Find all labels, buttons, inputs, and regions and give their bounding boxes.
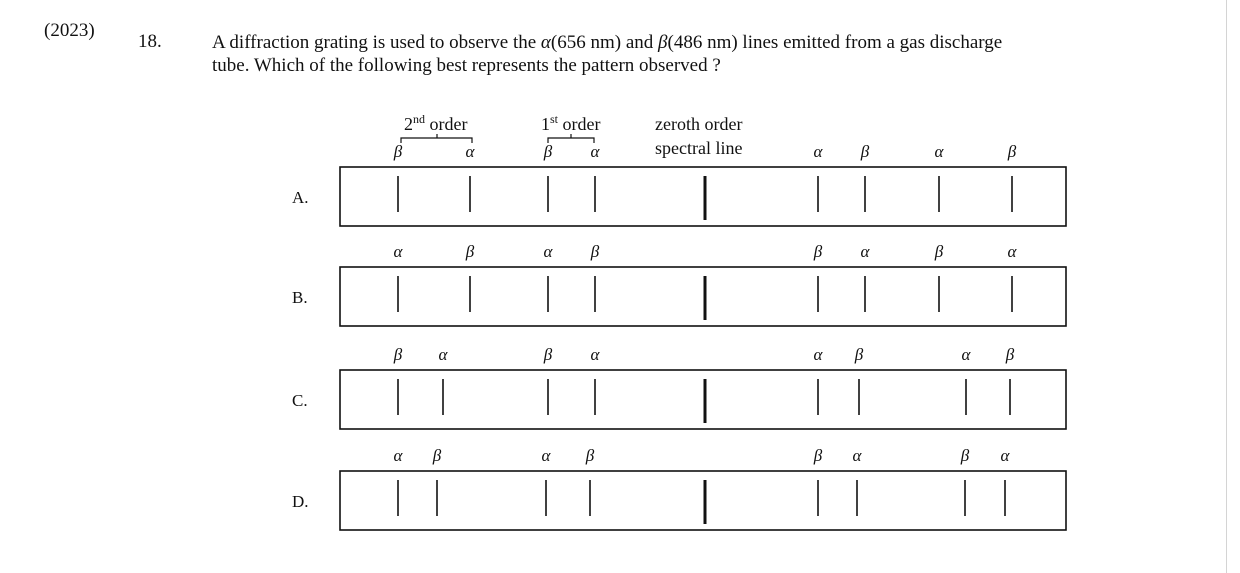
beta-line-label: β — [590, 242, 600, 261]
alpha-line-label: α — [861, 242, 871, 261]
option-label[interactable]: A. — [292, 188, 309, 207]
beta-line-label: β — [934, 242, 944, 261]
beta-line-label: β — [860, 142, 870, 161]
beta-line-label: β — [585, 446, 595, 465]
alpha-line-label: α — [1001, 446, 1011, 465]
alpha-line-label: α — [439, 345, 449, 364]
beta-line-label: β — [543, 345, 553, 364]
alpha-symbol: α — [540, 32, 551, 53]
alpha-line-label: α — [853, 446, 863, 465]
question-year: (2023) — [44, 20, 95, 41]
first-order-label: 1st order — [541, 112, 601, 134]
alpha-line-label: α — [814, 142, 824, 161]
alpha-line-label: α — [591, 345, 601, 364]
spectrum-box — [339, 470, 1067, 531]
question-stem: A diffraction grating is used to observe… — [212, 31, 1112, 77]
spectrum-box — [339, 166, 1067, 227]
option-label[interactable]: C. — [292, 391, 308, 410]
beta-line-label: β — [393, 345, 403, 364]
beta-line-label: β — [465, 242, 475, 261]
alpha-line-label: α — [962, 345, 972, 364]
second-order-label: 2nd order — [404, 112, 467, 134]
option-row: B. α β α β β α β α — [292, 242, 1067, 327]
alpha-line-label: α — [542, 446, 552, 465]
beta-wavelength: (486 nm) lines emitted from a gas discha… — [667, 32, 1003, 53]
spectrum-box — [339, 266, 1067, 327]
zeroth-order-label-line2: spectral line — [655, 138, 742, 158]
alpha-line-label: α — [1008, 242, 1018, 261]
alpha-wavelength: (656 nm) and — [550, 32, 659, 53]
option-row: A. β α β α α β α β — [292, 142, 1067, 227]
beta-line-label: β — [813, 242, 823, 261]
page-edge-rule — [1226, 0, 1227, 573]
option-label[interactable]: B. — [292, 288, 308, 307]
alpha-line-label: α — [814, 345, 824, 364]
spectrum-box — [339, 369, 1067, 430]
question-stem-line-1: A diffraction grating is used to observe… — [212, 31, 1112, 54]
beta-line-label: β — [543, 142, 553, 161]
question-number: 18. — [138, 31, 162, 52]
stem-text-part1: A diffraction grating is used to observe… — [212, 32, 541, 53]
option-row: D. α β α β β α β α — [292, 446, 1067, 531]
beta-line-label: β — [432, 446, 442, 465]
beta-line-label: β — [854, 345, 864, 364]
option-row: C. β α β α α β α β — [292, 345, 1067, 430]
alpha-line-label: α — [591, 142, 601, 161]
alpha-line-label: α — [935, 142, 945, 161]
alpha-line-label: α — [394, 446, 404, 465]
alpha-line-label: α — [466, 142, 476, 161]
question-stem-line-2: tube. Which of the following best repres… — [212, 55, 721, 76]
beta-line-label: β — [960, 446, 970, 465]
beta-line-label: β — [393, 142, 403, 161]
zeroth-order-label-line1: zeroth order — [655, 114, 742, 134]
answer-options: A. β α β α α β α β B. α β α β β α β α C. β α β α α β α β D. α β α β β α β α — [292, 142, 1067, 531]
second-order-bracket — [400, 134, 473, 143]
beta-symbol: β — [658, 32, 668, 53]
option-label[interactable]: D. — [292, 492, 309, 511]
beta-line-label: β — [1005, 345, 1015, 364]
alpha-line-label: α — [394, 242, 404, 261]
beta-line-label: β — [1007, 142, 1017, 161]
beta-line-label: β — [813, 446, 823, 465]
first-order-bracket — [547, 134, 595, 143]
alpha-line-label: α — [544, 242, 554, 261]
